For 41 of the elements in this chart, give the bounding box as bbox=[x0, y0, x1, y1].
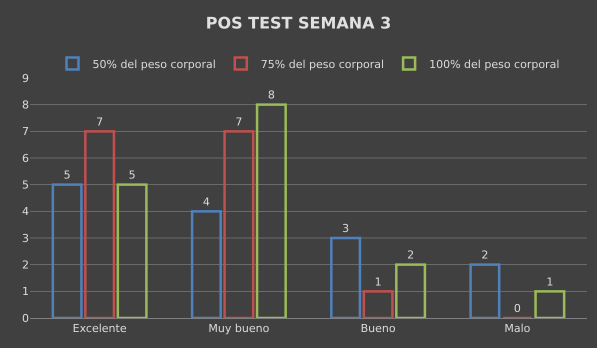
bar bbox=[395, 263, 426, 318]
data-label: 0 bbox=[514, 302, 521, 315]
y-tick-label: 1 bbox=[22, 285, 29, 298]
y-tick-label: 3 bbox=[22, 232, 29, 245]
y-tick-label: 7 bbox=[22, 125, 29, 138]
data-label: 8 bbox=[268, 88, 275, 102]
y-tick-label: 4 bbox=[22, 205, 29, 218]
y-tick-label: 5 bbox=[22, 178, 29, 192]
data-label: 1 bbox=[546, 275, 554, 288]
y-tick-label: 9 bbox=[22, 72, 29, 85]
chart-title: POS TEST SEMANA 3 bbox=[206, 14, 392, 33]
legend-label: 100% del peso corporal bbox=[429, 58, 560, 71]
data-label: 5 bbox=[64, 168, 71, 182]
bar bbox=[223, 130, 254, 318]
data-label: 7 bbox=[96, 115, 104, 128]
x-tick-label: Muy bueno bbox=[208, 322, 270, 336]
data-label: 5 bbox=[128, 168, 136, 182]
y-tick-label: 2 bbox=[22, 258, 29, 272]
y-tick-label: 6 bbox=[22, 152, 29, 165]
data-label: 4 bbox=[202, 195, 210, 208]
legend-label: 50% del peso corporal bbox=[92, 58, 216, 71]
bar bbox=[534, 290, 566, 318]
data-label: 2 bbox=[407, 248, 414, 262]
legend-label: 75% del peso corporal bbox=[260, 58, 384, 71]
x-tick-label: Excelente bbox=[72, 322, 127, 336]
bar bbox=[469, 263, 500, 318]
bar bbox=[256, 103, 287, 318]
y-tick-label: 8 bbox=[22, 98, 29, 112]
data-label: 2 bbox=[481, 248, 488, 262]
bar bbox=[190, 210, 222, 318]
data-label: 1 bbox=[374, 275, 382, 288]
y-tick-label: 0 bbox=[22, 312, 29, 325]
data-label: 3 bbox=[342, 222, 350, 235]
x-tick-label: Malo bbox=[504, 322, 531, 336]
bar bbox=[52, 183, 83, 318]
bar bbox=[116, 183, 148, 318]
bar bbox=[330, 236, 362, 318]
x-tick-label: Bueno bbox=[360, 322, 396, 336]
data-label: 7 bbox=[235, 115, 242, 128]
bar bbox=[362, 290, 394, 318]
bar bbox=[84, 130, 116, 318]
